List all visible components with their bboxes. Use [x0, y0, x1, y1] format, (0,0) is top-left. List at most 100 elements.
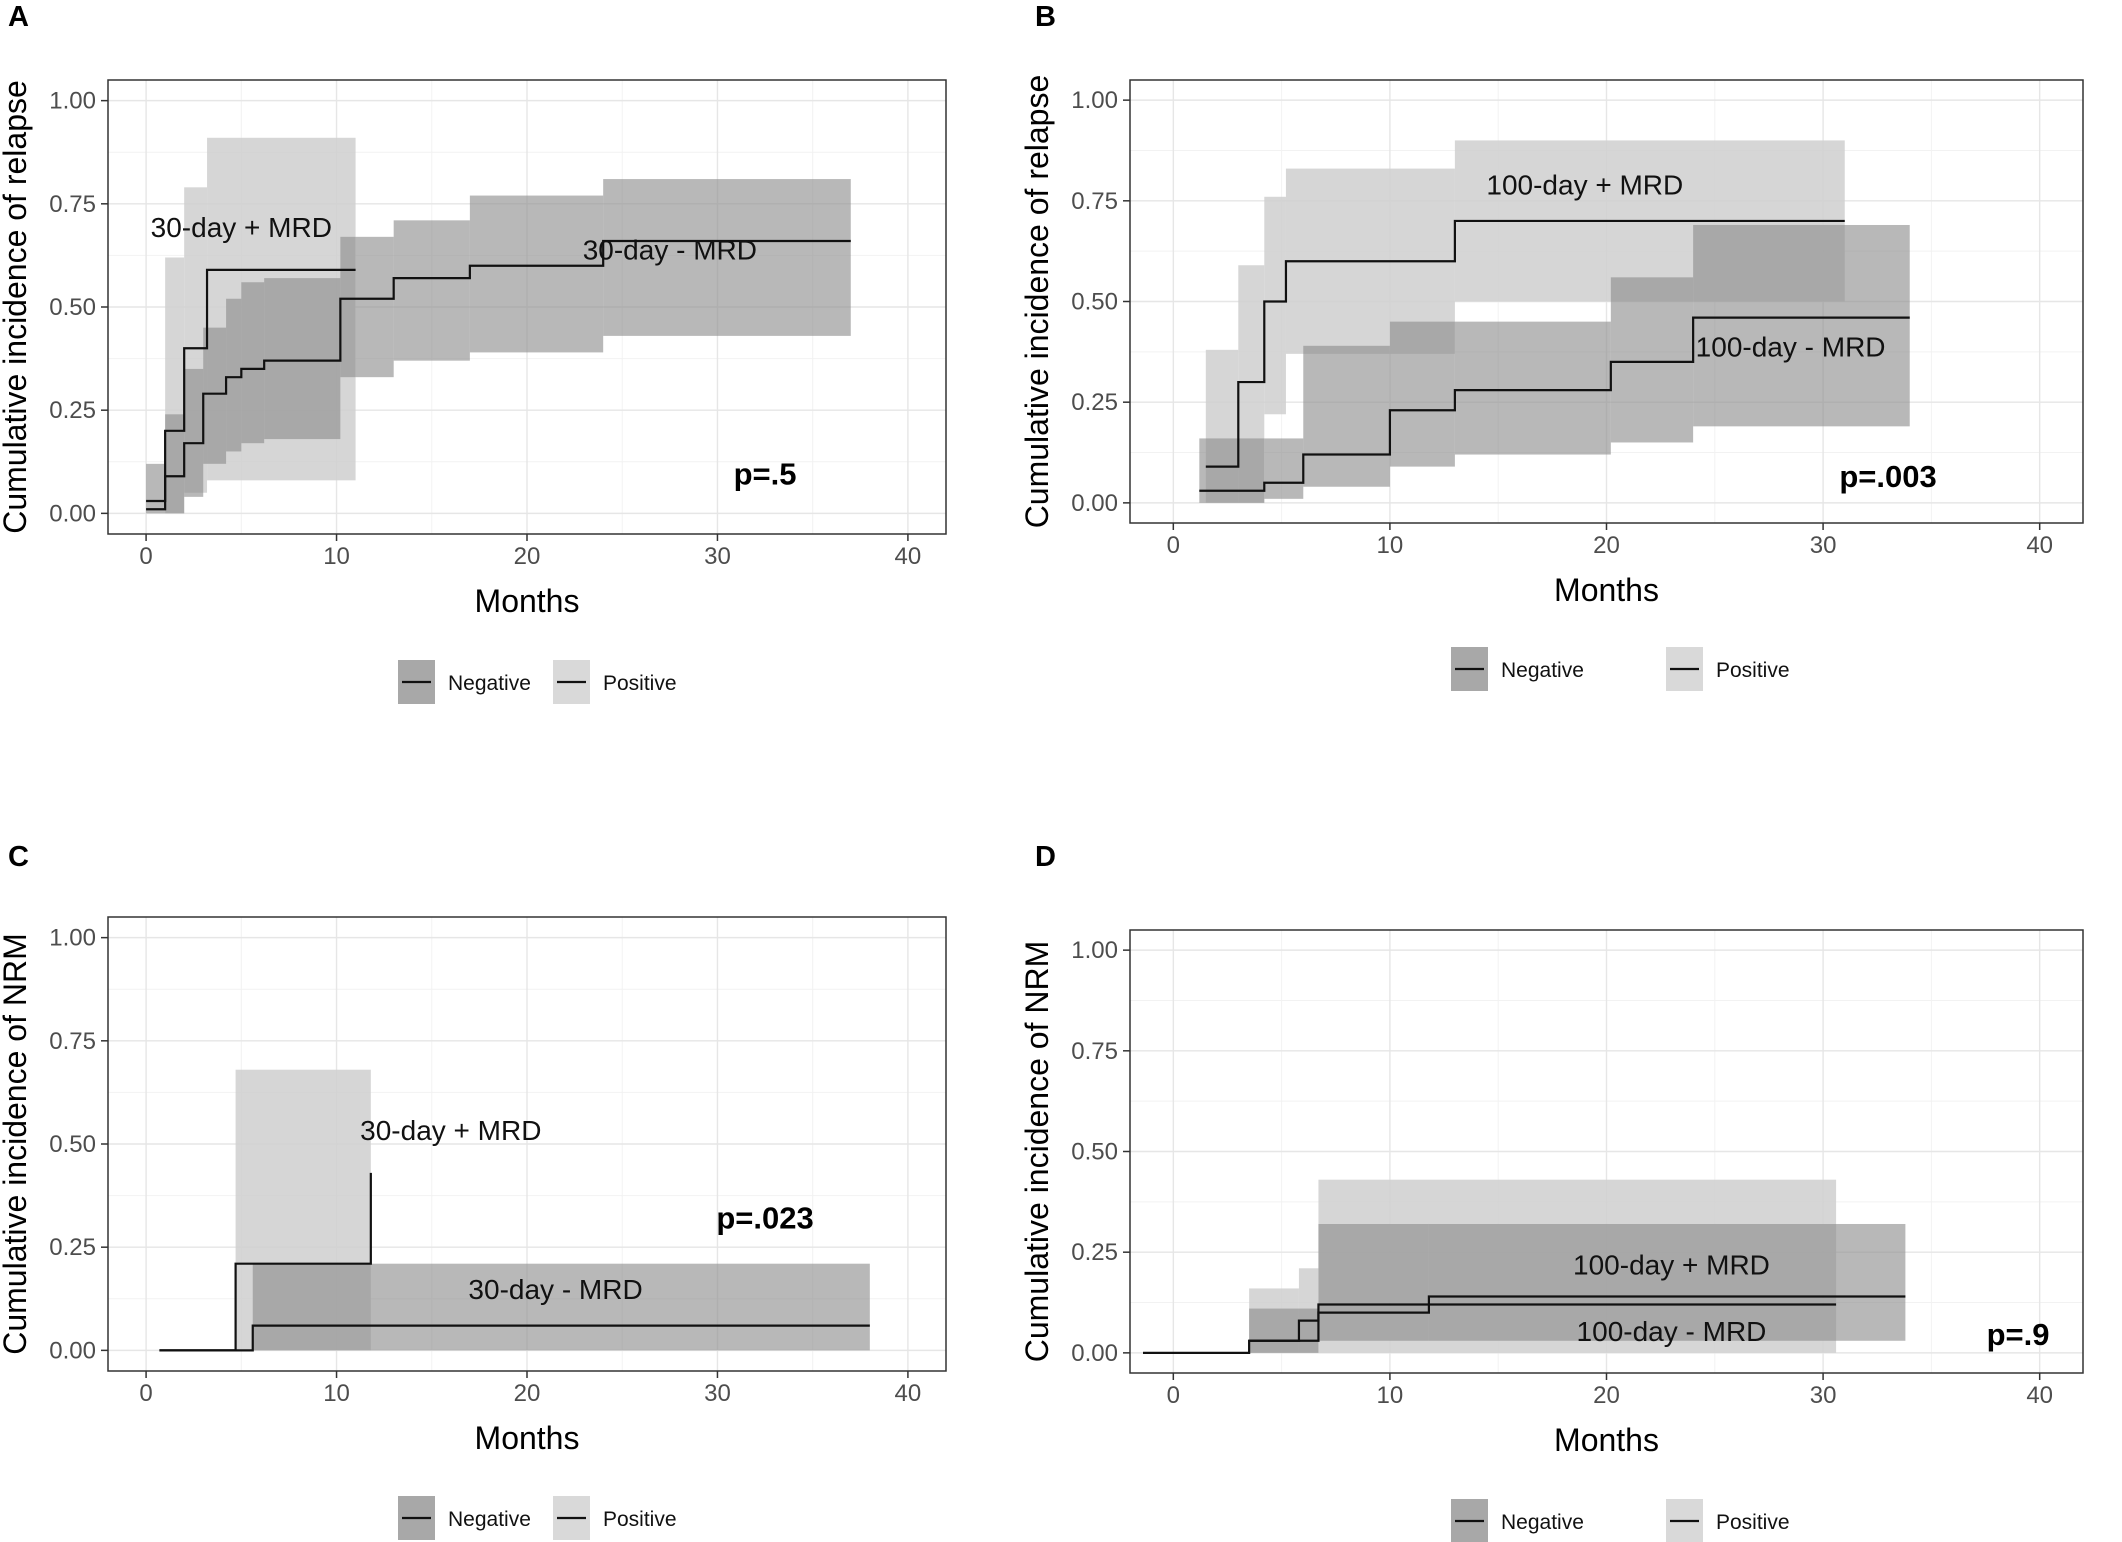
ci-band-negative — [355, 236, 394, 378]
legend-label-negative: Negative — [1501, 659, 1584, 682]
legend-label-negative: Negative — [448, 672, 531, 695]
legend: Negative Positive — [1451, 647, 1790, 691]
y-tick-label: 0.75 — [49, 1028, 96, 1055]
y-tick-label: 0.00 — [49, 500, 96, 527]
ci-band-negative — [146, 463, 166, 514]
x-tick-label: 10 — [1377, 532, 1404, 559]
x-tick-label: 10 — [323, 1380, 350, 1407]
panel-d: 0 10 20 30 40 0.00 0.25 0.50 0.75 1.00 Months Cumul… — [1019, 841, 2084, 1542]
y-tick-label: 0.50 — [49, 1131, 96, 1158]
step-line-positive — [1143, 1303, 1837, 1354]
y-tick-label: 0.75 — [49, 191, 96, 218]
x-tick-label: 20 — [1593, 532, 1620, 559]
ci-band-negative — [1199, 438, 1265, 503]
step-line-negative — [1199, 316, 1910, 492]
x-tick-label: 40 — [2026, 1382, 2053, 1409]
x-tick-label: 0 — [139, 1380, 152, 1407]
y-axis-label: Cumulative incidence of NRM — [0, 933, 33, 1355]
ci-band-negative — [1264, 438, 1304, 499]
curve-label-positive: 30-day + MRD — [151, 212, 332, 243]
y-tick-label: 0.50 — [49, 294, 96, 321]
ci-band-negative — [203, 327, 227, 464]
ci-band-negative — [1610, 277, 1694, 443]
step-line-positive — [1205, 219, 1845, 468]
step-line-positive — [159, 1172, 372, 1352]
x-tick-label: 20 — [1593, 1382, 1620, 1409]
panel-letter: D — [1035, 841, 1056, 873]
x-tick-label: 30 — [1810, 1382, 1837, 1409]
p-value: p=.5 — [734, 456, 797, 491]
ci-band-negative — [1428, 1223, 1906, 1341]
ci-band-negative — [603, 179, 851, 336]
x-tick-label: 40 — [2026, 532, 2053, 559]
ci-band-negative — [226, 298, 242, 452]
ci-band-negative — [165, 414, 185, 514]
y-tick-label: 0.75 — [1071, 1038, 1118, 1065]
x-tick-label: 0 — [1167, 532, 1180, 559]
ci-band-negative — [1693, 224, 1910, 427]
ci-band-negative — [340, 236, 356, 378]
ci-band-negative — [1249, 1308, 1319, 1353]
y-tick-label: 0.75 — [1071, 188, 1118, 215]
legend-label-positive: Positive — [1716, 659, 1790, 682]
x-tick-label: 10 — [1377, 1382, 1404, 1409]
ci-band-positive — [1264, 196, 1286, 415]
legend-label-positive: Positive — [1716, 1511, 1790, 1534]
x-tick-label: 40 — [895, 543, 922, 570]
ci-band-negative — [1454, 321, 1611, 455]
x-tick-label: 30 — [1810, 532, 1837, 559]
step-line-positive — [146, 268, 356, 503]
x-axis-label: Months — [1554, 572, 1659, 608]
p-value: p=.9 — [1987, 1317, 2050, 1352]
y-tick-label: 1.00 — [49, 925, 96, 952]
legend: Negative Positive — [1451, 1499, 1790, 1542]
x-axis-label: Months — [475, 1420, 580, 1456]
ci-band-negative — [1389, 321, 1455, 467]
curve-label-positive: 100-day + MRD — [1573, 1249, 1770, 1280]
x-tick-label: 40 — [895, 1380, 922, 1407]
legend-label-positive: Positive — [603, 1508, 677, 1531]
legend: Negative Positive — [398, 660, 677, 704]
ci-band-negative — [252, 1263, 870, 1351]
y-axis-label: Cumulative incidence of relapse — [1019, 75, 1055, 529]
x-tick-label: 30 — [704, 1380, 731, 1407]
step-line-negative — [146, 239, 851, 511]
x-axis-label: Months — [475, 583, 580, 619]
ci-band-negative — [241, 282, 265, 444]
y-tick-label: 0.00 — [1071, 490, 1118, 517]
curve-label-negative: 100-day - MRD — [1577, 1316, 1767, 1347]
y-tick-label: 0.25 — [1071, 389, 1118, 416]
x-tick-label: 30 — [704, 543, 731, 570]
legend: Negative Positive — [398, 1496, 677, 1540]
x-tick-label: 10 — [323, 543, 350, 570]
y-tick-label: 0.25 — [49, 1234, 96, 1261]
ci-band-negative — [1303, 345, 1390, 487]
y-tick-label: 0.25 — [49, 397, 96, 424]
curve-label-positive: 30-day + MRD — [360, 1115, 541, 1146]
x-tick-label: 20 — [514, 1380, 541, 1407]
y-tick-label: 0.50 — [1071, 289, 1118, 316]
panel-letter: C — [8, 841, 29, 873]
step-line-negative — [1249, 1295, 1906, 1342]
y-tick-label: 0.00 — [1071, 1340, 1118, 1367]
y-tick-label: 0.25 — [1071, 1239, 1118, 1266]
y-tick-label: 1.00 — [1071, 937, 1118, 964]
y-tick-label: 0.00 — [49, 1337, 96, 1364]
y-axis-label: Cumulative incidence of relapse — [0, 80, 33, 534]
curve-label-negative: 30-day - MRD — [468, 1274, 642, 1305]
legend-label-negative: Negative — [448, 1508, 531, 1531]
panel-letter: A — [8, 1, 29, 33]
y-tick-label: 0.50 — [1071, 1139, 1118, 1166]
x-axis-label: Months — [1554, 1422, 1659, 1458]
y-axis-label: Cumulative incidence of NRM — [1019, 941, 1055, 1363]
ci-band-negative — [264, 278, 341, 440]
panel-a: 0 10 20 30 40 0.00 0.25 0.50 0.75 1.00 Months Cumul… — [0, 1, 947, 704]
panel-b: 0 10 20 30 40 0.00 0.25 0.50 0.75 1.00 Months Cumul… — [1019, 1, 2084, 691]
p-value: p=.023 — [716, 1201, 813, 1236]
curve-label-positive: 100-day + MRD — [1486, 169, 1683, 200]
ci-band-negative — [1318, 1223, 1429, 1341]
x-tick-label: 0 — [1167, 1382, 1180, 1409]
ci-band-negative — [393, 220, 470, 361]
ci-band-negative — [184, 368, 204, 497]
